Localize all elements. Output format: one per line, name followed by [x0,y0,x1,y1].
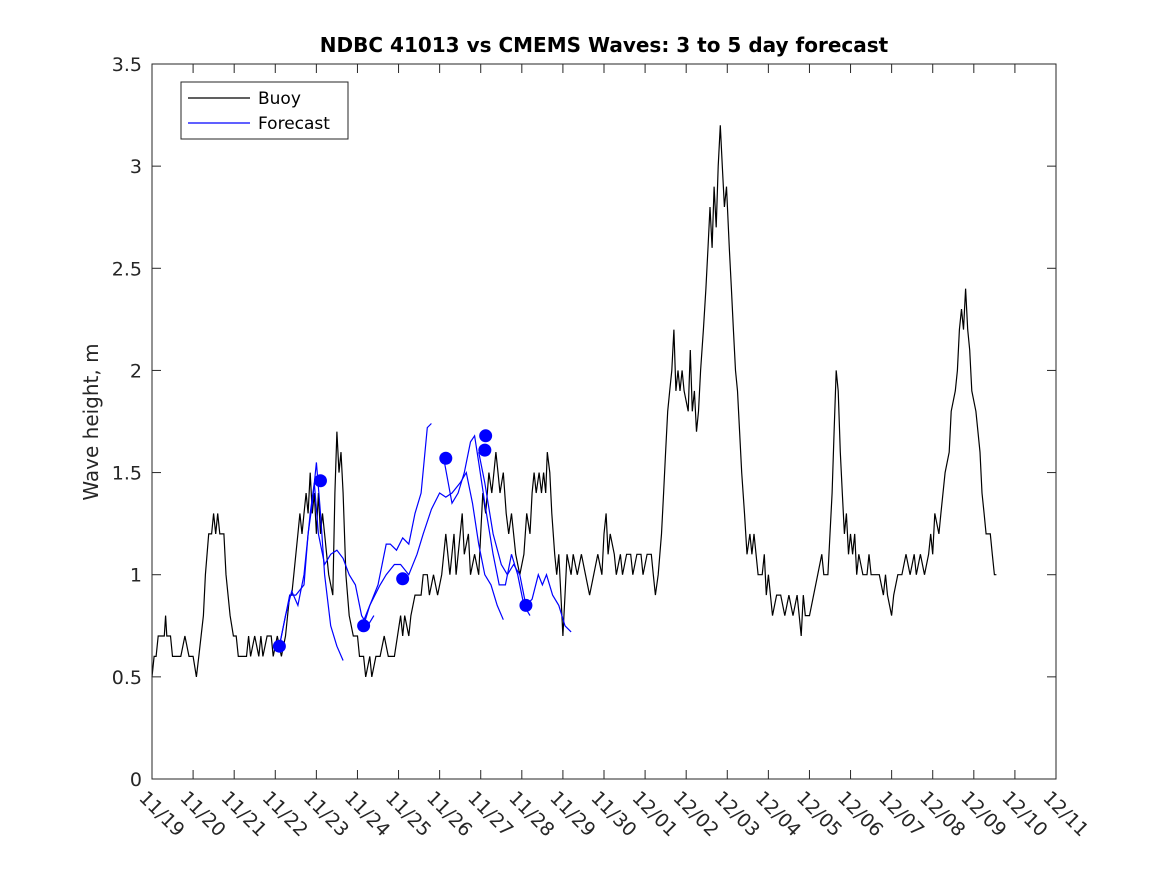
legend-label-buoy: Buoy [258,89,301,109]
y-tick-label: 0.5 [112,667,142,689]
series-line-forecast-3 [361,423,432,633]
y-tick-label: 3.5 [112,54,142,76]
series-line-forecast-1 [278,462,344,661]
y-tick-label: 3 [130,156,142,178]
series-line-forecast-4 [361,470,504,627]
forecast-point-6 [478,443,492,457]
forecast-point-1 [272,639,286,653]
y-tick-label: 2.5 [112,258,142,280]
forecast-point-2 [313,474,327,488]
legend: Buoy Forecast [180,81,349,140]
chart-title: NDBC 41013 vs CMEMS Waves: 3 to 5 day fo… [320,33,889,57]
y-tick-label: 0 [130,769,142,791]
plot-markers [272,429,533,653]
forecast-point-4 [396,572,410,586]
forecast-point-5 [439,451,453,465]
legend-label-forecast: Forecast [258,114,330,134]
y-tick-label: 1.5 [112,463,142,485]
plot-lines [151,125,997,678]
y-tick-label: 2 [130,360,142,382]
forecast-point-7 [479,429,493,443]
legend-box [180,81,349,140]
series-line-buoy [151,125,997,678]
forecast-point-3 [357,619,371,633]
y-axis-label: Wave height, m [79,343,103,500]
forecast-point-8 [519,598,533,612]
y-tick-label: 1 [130,565,142,587]
series-line-forecast-2 [278,482,375,647]
